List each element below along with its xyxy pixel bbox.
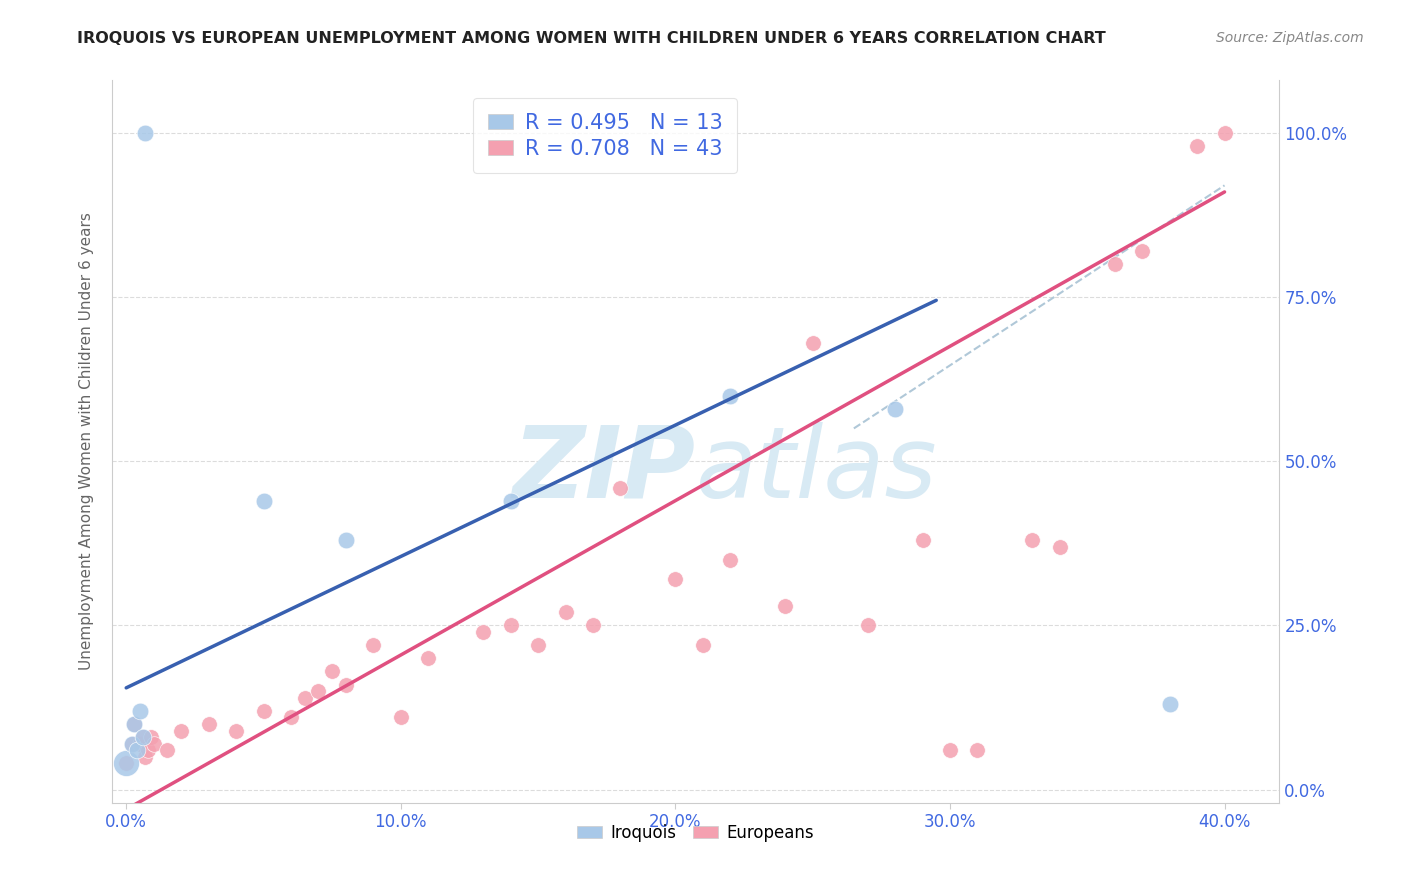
- Point: [131, 730, 153, 744]
- Point: [115, 756, 138, 771]
- Text: Source: ZipAtlas.com: Source: ZipAtlas.com: [1216, 31, 1364, 45]
- Point: [1213, 126, 1236, 140]
- Point: [197, 717, 219, 731]
- Point: [131, 730, 153, 744]
- Point: [225, 723, 247, 738]
- Point: [582, 618, 605, 632]
- Point: [127, 743, 149, 757]
- Point: [966, 743, 988, 757]
- Point: [252, 493, 274, 508]
- Point: [307, 684, 329, 698]
- Point: [363, 638, 385, 652]
- Point: [609, 481, 631, 495]
- Point: [801, 336, 824, 351]
- Text: ZIP: ZIP: [513, 422, 696, 519]
- Point: [1185, 139, 1208, 153]
- Point: [664, 573, 686, 587]
- Point: [335, 533, 357, 547]
- Text: IROQUOIS VS EUROPEAN UNEMPLOYMENT AMONG WOMEN WITH CHILDREN UNDER 6 YEARS CORREL: IROQUOIS VS EUROPEAN UNEMPLOYMENT AMONG …: [77, 31, 1107, 46]
- Point: [115, 756, 138, 771]
- Legend: Iroquois, Europeans: Iroquois, Europeans: [571, 817, 821, 848]
- Point: [139, 730, 162, 744]
- Point: [527, 638, 550, 652]
- Point: [773, 599, 796, 613]
- Point: [884, 401, 907, 416]
- Point: [1104, 257, 1126, 271]
- Point: [121, 737, 143, 751]
- Point: [418, 651, 440, 665]
- Point: [335, 677, 357, 691]
- Point: [280, 710, 302, 724]
- Point: [129, 737, 152, 751]
- Point: [136, 743, 159, 757]
- Point: [124, 717, 146, 731]
- Text: atlas: atlas: [696, 422, 938, 519]
- Point: [121, 737, 143, 751]
- Point: [170, 723, 193, 738]
- Point: [321, 665, 343, 679]
- Point: [499, 618, 522, 632]
- Point: [134, 126, 156, 140]
- Point: [294, 690, 316, 705]
- Point: [142, 737, 165, 751]
- Point: [129, 704, 152, 718]
- Point: [134, 749, 156, 764]
- Point: [718, 553, 741, 567]
- Point: [554, 605, 576, 619]
- Y-axis label: Unemployment Among Women with Children Under 6 years: Unemployment Among Women with Children U…: [79, 212, 94, 671]
- Point: [252, 704, 274, 718]
- Point: [1021, 533, 1043, 547]
- Point: [499, 493, 522, 508]
- Point: [1130, 244, 1153, 258]
- Point: [911, 533, 934, 547]
- Point: [124, 717, 146, 731]
- Point: [718, 388, 741, 402]
- Point: [1049, 540, 1071, 554]
- Point: [692, 638, 714, 652]
- Point: [389, 710, 412, 724]
- Point: [472, 625, 495, 640]
- Point: [939, 743, 962, 757]
- Point: [856, 618, 879, 632]
- Point: [156, 743, 179, 757]
- Point: [1159, 698, 1181, 712]
